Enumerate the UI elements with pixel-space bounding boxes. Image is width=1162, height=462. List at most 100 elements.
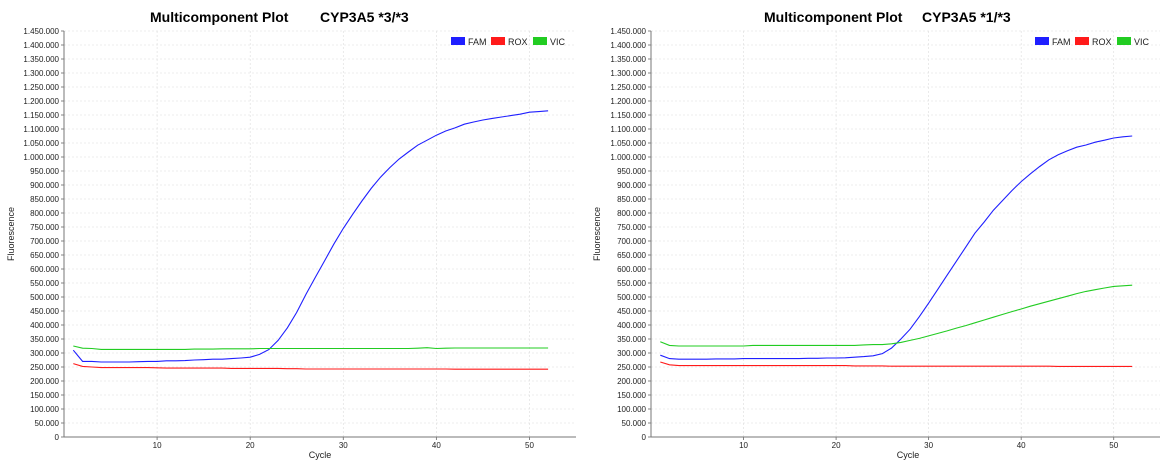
chart-1-ytick-label: 700.000 <box>617 237 646 246</box>
chart-0-ytick-label: 1.000.000 <box>23 153 59 162</box>
chart-0-xtick-label: 20 <box>246 441 255 450</box>
chart-0-ytick-label: 650.000 <box>30 251 59 260</box>
chart-0-ytick-label: 900.000 <box>30 181 59 190</box>
chart-0-ytick-label: 200.000 <box>30 377 59 386</box>
chart-1-ytick-label: 500.000 <box>617 293 646 302</box>
chart-0-legend-swatch-fam <box>451 37 465 45</box>
chart-0-ytick-label: 750.000 <box>30 223 59 232</box>
chart-1-ytick-label: 250.000 <box>617 363 646 372</box>
chart-0-ytick-label: 300.000 <box>30 349 59 358</box>
chart-1-ytick-label: 1.200.000 <box>610 97 646 106</box>
multicomponent-plot-cyp3a5-3-3: Multicomponent Plot CYP3A5 *3/*3 0 50.000 10… <box>6 9 576 460</box>
chart-1-subtitle: CYP3A5 *1/*3 <box>922 9 1011 25</box>
chart-0-ytick-label: 250.000 <box>30 363 59 372</box>
chart-1-ytick-label: 400.000 <box>617 321 646 330</box>
chart-0-xtick-label: 50 <box>525 441 534 450</box>
chart-1-ytick-label: 1.400.000 <box>610 41 646 50</box>
chart-1-plot-area <box>651 31 1160 437</box>
chart-0-ytick-label: 800.000 <box>30 209 59 218</box>
chart-1-xtick-label: 10 <box>739 441 748 450</box>
chart-0-ytick-label: 1.300.000 <box>23 69 59 78</box>
chart-0-series-vic <box>73 345 549 350</box>
chart-1-ytick-label: 0 <box>642 433 647 442</box>
chart-panel-left: Multicomponent Plot CYP3A5 *3/*3 0 50.000 10… <box>0 0 580 462</box>
chart-0-ytick-label: 1.150.000 <box>23 111 59 120</box>
chart-0-plot-area <box>64 31 576 437</box>
chart-0-ytick-label: 1.450.000 <box>23 27 59 36</box>
chart-0-ytick-label: 1.050.000 <box>23 139 59 148</box>
chart-1-xtick-label: 30 <box>924 441 933 450</box>
chart-0-ytick-label: 150.000 <box>30 391 59 400</box>
chart-0-ytick-label: 500.000 <box>30 293 59 302</box>
chart-1-ytick-label: 1.350.000 <box>610 55 646 64</box>
chart-1-ytick-label: 1.300.000 <box>610 69 646 78</box>
chart-0-ylabel: Fluorescence <box>6 207 16 261</box>
chart-1-xtick-label: 50 <box>1109 441 1118 450</box>
chart-1-ytick-label: 1.250.000 <box>610 83 646 92</box>
chart-0-ytick-label: 550.000 <box>30 279 59 288</box>
chart-0-ytick-label: 350.000 <box>30 335 59 344</box>
chart-1-ytick-label: 650.000 <box>617 251 646 260</box>
chart-0-ytick-label: 400.000 <box>30 321 59 330</box>
chart-1-legend-swatch-fam <box>1035 37 1049 45</box>
chart-1-xtick-label: 20 <box>832 441 841 450</box>
chart-0-subtitle: CYP3A5 *3/*3 <box>320 9 409 25</box>
chart-0-ytick-label: 100.000 <box>30 405 59 414</box>
chart-0-xtick-label: 40 <box>432 441 441 450</box>
chart-1-legend-label-rox: ROX <box>1092 37 1112 47</box>
chart-1-series-rox <box>660 361 1133 367</box>
chart-1-legend-label-vic: VIC <box>1134 37 1150 47</box>
chart-panel-right: Multicomponent Plot CYP3A5 *1/*3 0 50.000 10… <box>586 0 1162 462</box>
chart-0-ytick-label: 0 <box>55 433 60 442</box>
chart-1-legend-swatch-vic <box>1117 37 1131 45</box>
chart-0-title: Multicomponent Plot <box>150 9 289 25</box>
chart-0-series-fam <box>72 110 549 363</box>
chart-0-legend-label-fam: FAM <box>468 37 487 47</box>
chart-1-xlabel: Cycle <box>897 450 920 460</box>
chart-0-ytick-label: 1.100.000 <box>23 125 59 134</box>
chart-0-ytick-label: 1.400.000 <box>23 41 59 50</box>
chart-1-ytick-label: 850.000 <box>617 195 646 204</box>
chart-0-xlabel: Cycle <box>309 450 332 460</box>
chart-1-ytick-label: 1.000.000 <box>610 153 646 162</box>
chart-1-ytick-label: 350.000 <box>617 335 646 344</box>
chart-0-ytick-label: 600.000 <box>30 265 59 274</box>
chart-1-title: Multicomponent Plot <box>764 9 903 25</box>
chart-1-legend-label-fam: FAM <box>1052 37 1071 47</box>
chart-1-ytick-label: 800.000 <box>617 209 646 218</box>
multicomponent-plot-cyp3a5-1-3: Multicomponent Plot CYP3A5 *1/*3 0 50.000 10… <box>592 9 1160 460</box>
chart-1-ytick-label: 1.100.000 <box>610 125 646 134</box>
chart-0-ytick-label: 450.000 <box>30 307 59 316</box>
chart-1-ytick-label: 1.050.000 <box>610 139 646 148</box>
chart-1-ytick-label: 450.000 <box>617 307 646 316</box>
chart-1-xtick-label: 40 <box>1017 441 1026 450</box>
chart-1-ytick-label: 900.000 <box>617 181 646 190</box>
chart-0-ytick-label: 1.200.000 <box>23 97 59 106</box>
chart-1-ytick-label: 100.000 <box>617 405 646 414</box>
chart-1-ytick-label: 600.000 <box>617 265 646 274</box>
chart-1-ytick-label: 50.000 <box>622 419 647 428</box>
chart-0-ytick-label: 1.350.000 <box>23 55 59 64</box>
chart-1-ytick-label: 150.000 <box>617 391 646 400</box>
chart-0-ytick-label: 950.000 <box>30 167 59 176</box>
chart-0-ytick-label: 50.000 <box>35 419 60 428</box>
chart-1-ytick-label: 950.000 <box>617 167 646 176</box>
chart-1-ytick-label: 1.150.000 <box>610 111 646 120</box>
chart-1-ytick-label: 200.000 <box>617 377 646 386</box>
chart-0-legend-swatch-vic <box>533 37 547 45</box>
chart-0-xtick-label: 30 <box>339 441 348 450</box>
chart-0-xtick-label: 10 <box>153 441 162 450</box>
chart-1-ytick-label: 750.000 <box>617 223 646 232</box>
chart-1-ytick-label: 550.000 <box>617 279 646 288</box>
chart-0-legend-label-rox: ROX <box>508 37 528 47</box>
chart-1-legend-swatch-rox <box>1075 37 1089 45</box>
chart-0-legend-label-vic: VIC <box>550 37 566 47</box>
chart-1-ylabel: Fluorescence <box>592 207 602 261</box>
chart-1-series-vic <box>660 284 1133 347</box>
chart-0-ytick-label: 850.000 <box>30 195 59 204</box>
chart-1-ytick-label: 300.000 <box>617 349 646 358</box>
chart-1-ytick-label: 1.450.000 <box>610 27 646 36</box>
chart-0-series-rox <box>73 363 549 370</box>
chart-0-ytick-label: 700.000 <box>30 237 59 246</box>
chart-0-ytick-label: 1.250.000 <box>23 83 59 92</box>
